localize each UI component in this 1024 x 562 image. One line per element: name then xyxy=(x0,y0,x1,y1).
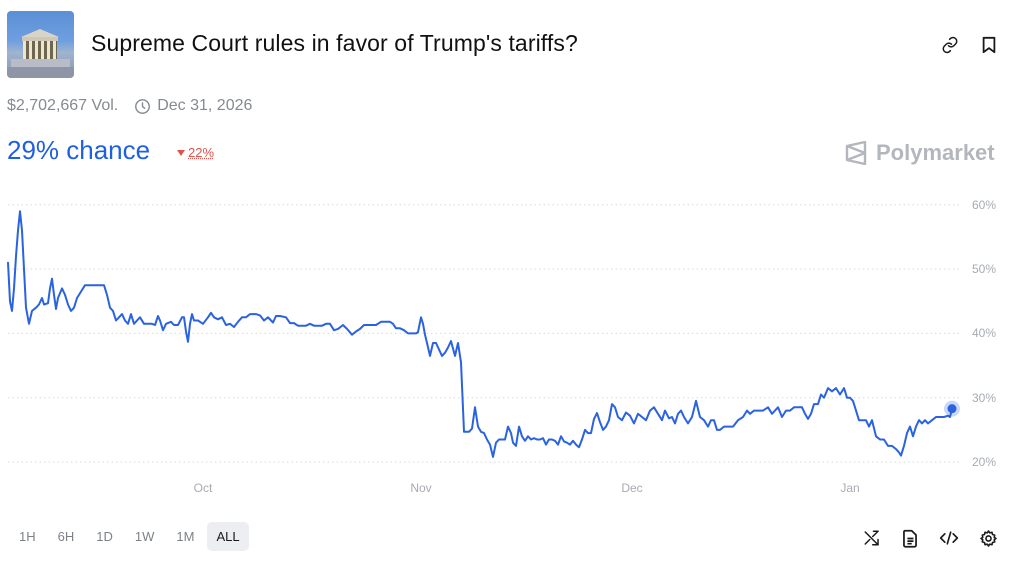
y-tick-60: 60% xyxy=(972,198,997,212)
range-1d[interactable]: 1D xyxy=(96,529,113,544)
triangle-down-icon xyxy=(177,149,185,156)
y-tick-50: 50% xyxy=(972,262,997,276)
range-6h[interactable]: 6H xyxy=(57,529,75,544)
y-tick-20: 20% xyxy=(972,455,997,469)
shuffle-icon xyxy=(864,530,879,546)
change-badge: 22% xyxy=(177,145,214,160)
y-tick-40: 40% xyxy=(972,326,997,340)
bookmark-icon xyxy=(982,36,996,54)
bookmark-button[interactable] xyxy=(978,34,1000,56)
gear-icon xyxy=(979,529,997,547)
range-1m[interactable]: 1M xyxy=(176,529,195,544)
polymarket-brand: Polymarket xyxy=(845,140,995,166)
time-range-selector: 1H 6H 1D 1W 1M ALL xyxy=(10,522,249,551)
brand-name: Polymarket xyxy=(876,140,995,165)
chance-value: 29% chance xyxy=(7,135,151,165)
market-title: Supreme Court rules in favor of Trump's … xyxy=(91,30,578,56)
market-meta: $2,702,667 Vol. Dec 31, 2026 xyxy=(7,97,252,115)
end-date: Dec 31, 2026 xyxy=(157,97,253,114)
price-line xyxy=(7,210,953,458)
link-icon xyxy=(942,36,958,54)
settings-button[interactable] xyxy=(978,528,998,548)
change-value: 22% xyxy=(188,145,215,160)
code-icon xyxy=(939,531,959,545)
document-icon xyxy=(903,529,917,548)
chart-gridlines xyxy=(8,204,962,463)
range-1w[interactable]: 1W xyxy=(134,529,155,544)
market-thumbnail xyxy=(7,11,74,78)
rules-button[interactable] xyxy=(900,528,920,548)
clock-icon xyxy=(134,98,151,115)
x-tick-jan: Jan xyxy=(840,481,860,495)
y-tick-30: 30% xyxy=(972,391,997,405)
embed-button[interactable] xyxy=(939,528,959,548)
range-1h[interactable]: 1H xyxy=(19,529,36,544)
x-tick-nov: Nov xyxy=(410,481,432,495)
current-point-marker xyxy=(947,404,957,414)
copy-link-button[interactable] xyxy=(939,34,961,56)
x-tick-dec: Dec xyxy=(621,481,643,495)
compare-button[interactable] xyxy=(862,528,882,548)
price-chart[interactable] xyxy=(0,190,1024,500)
volume: $2,702,667 Vol. xyxy=(7,97,119,114)
polymarket-logo-icon xyxy=(845,141,867,165)
range-all[interactable]: ALL xyxy=(207,522,249,551)
x-tick-oct: Oct xyxy=(193,481,213,495)
